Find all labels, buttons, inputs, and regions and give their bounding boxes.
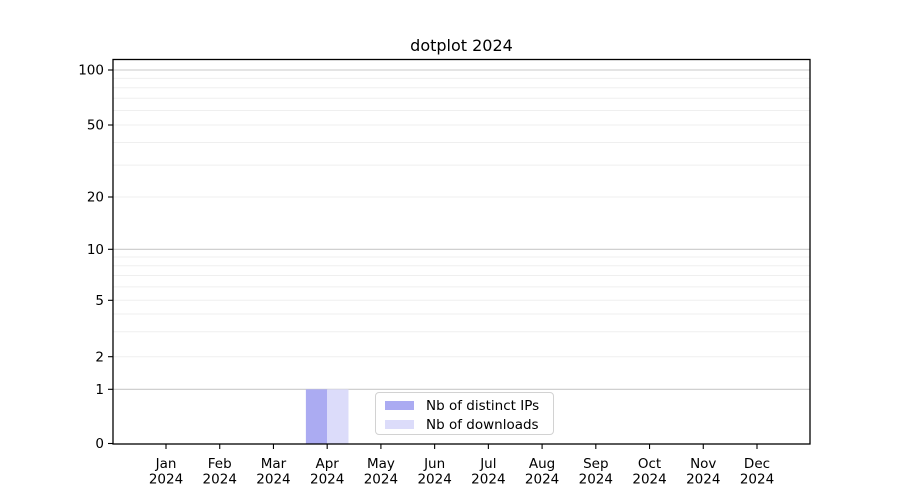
- x-axis-tick-label-year: 2024: [632, 472, 666, 488]
- y-axis-tick-label: 20: [87, 190, 104, 206]
- x-axis-tick-label-month: Jun: [423, 456, 445, 472]
- x-axis-tick-label-year: 2024: [310, 472, 344, 488]
- x-axis-tick-label-month: Jan: [155, 456, 177, 472]
- y-axis-tick-label: 0: [95, 436, 104, 452]
- legend: Nb of distinct IPs Nb of downloads: [375, 392, 554, 435]
- bar-downloads: [327, 389, 349, 444]
- legend-row-downloads: Nb of downloads: [376, 415, 553, 434]
- x-axis-tick-label-year: 2024: [471, 472, 505, 488]
- x-axis-tick-label-month: Mar: [261, 456, 287, 472]
- x-axis-tick-label-month: Nov: [690, 456, 716, 472]
- y-axis-tick-label: 2: [95, 349, 104, 365]
- legend-label-distinct-ips: Nb of distinct IPs: [426, 397, 540, 414]
- legend-label-downloads: Nb of downloads: [426, 416, 539, 433]
- legend-swatch-distinct-ips-icon: [385, 401, 414, 410]
- x-axis-tick-label-year: 2024: [525, 472, 559, 488]
- x-axis-tick-label-month: Sep: [583, 456, 608, 472]
- x-axis-tick-label-month: Jul: [479, 456, 496, 472]
- legend-row-distinct-ips: Nb of distinct IPs: [376, 396, 553, 415]
- bar-distinct-ips: [305, 389, 328, 444]
- legend-swatch-downloads-icon: [385, 420, 414, 429]
- x-axis-tick-label-month: Aug: [529, 456, 555, 472]
- chart-title: dotplot 2024: [410, 36, 513, 55]
- plot-frame: [112, 58, 811, 445]
- x-axis-tick-label-year: 2024: [740, 472, 774, 488]
- x-axis-tick-label-year: 2024: [149, 472, 183, 488]
- x-axis-tick-label-year: 2024: [256, 472, 290, 488]
- x-axis-tick-label-month: Apr: [316, 456, 340, 472]
- x-axis-tick-label-month: Feb: [208, 456, 232, 472]
- x-axis-tick-label-month: May: [367, 456, 395, 472]
- x-axis-tick-label-year: 2024: [686, 472, 720, 488]
- y-axis-tick-label: 10: [87, 242, 104, 258]
- y-axis-tick-label: 1: [95, 382, 104, 398]
- x-axis-tick-label-month: Dec: [744, 456, 770, 472]
- x-axis-tick-label-year: 2024: [203, 472, 237, 488]
- x-axis-tick-label-year: 2024: [579, 472, 613, 488]
- x-axis-tick-label-month: Oct: [638, 456, 661, 472]
- x-axis-tick-label-year: 2024: [417, 472, 451, 488]
- y-axis-tick-label: 100: [78, 63, 104, 79]
- y-axis-tick-label: 5: [95, 293, 104, 309]
- y-axis-tick-label: 50: [87, 118, 104, 134]
- x-axis-tick-label-year: 2024: [364, 472, 398, 488]
